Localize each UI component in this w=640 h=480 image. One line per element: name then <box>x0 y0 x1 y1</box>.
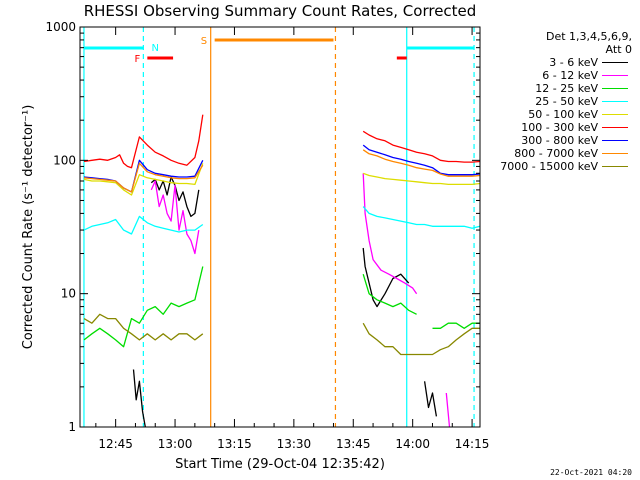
legend-item: 100 - 300 keV <box>470 121 632 134</box>
legend-header-attenuator: Att 0 <box>605 43 632 56</box>
state-bars <box>83 38 475 60</box>
series-6-12-kev-kev-segment-2 <box>362 173 418 295</box>
legend-item: 6 - 12 keV <box>470 69 632 82</box>
legend-item-label: 800 - 7000 keV <box>514 147 598 160</box>
chart-title: RHESSI Observing Summary Count Rates, Co… <box>83 2 477 20</box>
legend-item: 7000 - 15000 keV <box>470 160 632 173</box>
x-tick-label: 13:15 <box>217 437 252 451</box>
legend-item-swatch <box>602 153 628 154</box>
series-100-300-kev-kev-segment-1 <box>83 114 204 169</box>
series-7000-15000-kev-kev-segment-2 <box>362 322 480 356</box>
data-series <box>83 114 481 428</box>
y-tick-label: 100 <box>53 153 76 167</box>
generation-timestamp: 22-Oct-2021 04:20 <box>550 468 632 477</box>
legend-item: 800 - 7000 keV <box>470 147 632 160</box>
legend-item-label: 7000 - 15000 keV <box>500 160 598 173</box>
legend-item: 12 - 25 keV <box>470 82 632 95</box>
series-7000-15000-kev-kev-segment-1 <box>83 313 204 341</box>
y-tick-label: 10 <box>61 287 76 301</box>
annotation-n: N <box>152 43 159 54</box>
legend-item-swatch <box>602 62 628 63</box>
y-tick-label: 1000 <box>45 20 76 34</box>
legend-item-swatch <box>602 140 628 141</box>
axes: 12:45 13:00 13:15 13:30 13:45 14:00 14:15 1 10 10… <box>45 20 489 451</box>
plot-frame <box>79 26 481 428</box>
legend-item: 3 - 6 keV <box>470 56 632 69</box>
y-axis-label: Corrected Count Rate (s⁻¹ detector⁻¹) <box>21 105 36 350</box>
annotations: NF S <box>135 36 208 65</box>
series-100-300-kev-kev-segment-2 <box>362 130 481 163</box>
series-12-25-kev-kev-segment-2 <box>362 274 417 315</box>
legend-item-label: 25 - 50 keV <box>535 95 598 108</box>
legend-item-swatch <box>602 75 628 76</box>
series-800-7000-kev-kev-segment-2 <box>362 149 481 177</box>
legend-item-swatch <box>602 166 628 167</box>
legend-header-detectors: Det 1,3,4,5,6,9, <box>545 30 632 43</box>
series-25-50-kev-kev-segment-2 <box>362 206 481 229</box>
series-3-6-kev-kev-segment-3 <box>362 247 410 308</box>
legend-item: 50 - 100 keV <box>470 108 632 121</box>
series-50-100-kev-kev-segment-1 <box>83 163 204 196</box>
annotation-f: F <box>135 54 141 65</box>
x-tick-label: 14:00 <box>395 437 430 451</box>
series-25-50-kev-kev-segment-1 <box>83 215 204 235</box>
legend-item-swatch <box>602 127 628 128</box>
legend-item-label: 300 - 800 keV <box>521 134 598 147</box>
x-tick-label: 14:15 <box>455 437 490 451</box>
x-axis-label: Start Time (29-Oct-04 12:35:42) <box>175 457 385 472</box>
x-tick-label: 13:00 <box>158 437 193 451</box>
x-tick-label: 13:30 <box>277 437 312 451</box>
time-markers <box>83 27 475 427</box>
legend-item-label: 6 - 12 keV <box>542 69 598 82</box>
series-300-800-kev-kev-segment-2 <box>362 144 481 176</box>
series-12-25-kev-kev-segment-3 <box>432 322 480 329</box>
legend-item-label: 3 - 6 keV <box>549 56 598 69</box>
series-12-25-kev-kev-segment-1 <box>83 266 204 348</box>
series-6-12-kev-kev-segment-3 <box>445 392 451 428</box>
legend-item-label: 12 - 25 keV <box>535 82 598 95</box>
legend-item-label: 100 - 300 keV <box>521 121 598 134</box>
legend-item-swatch <box>602 88 628 89</box>
series-3-6-kev-kev-segment-4 <box>423 381 438 417</box>
legend-item-swatch <box>602 114 628 115</box>
series-800-7000-kev-kev-segment-1 <box>83 162 204 193</box>
legend-item: 25 - 50 keV <box>470 95 632 108</box>
legend-item: 300 - 800 keV <box>470 134 632 147</box>
legend-item-swatch <box>602 101 628 102</box>
series-6-12-kev-kev-segment-1 <box>150 180 200 255</box>
x-tick-label: 13:45 <box>336 437 371 451</box>
legend-item-label: 50 - 100 keV <box>528 108 598 121</box>
series-3-6-kev-kev-segment-1 <box>132 369 146 428</box>
series-50-100-kev-kev-segment-2 <box>362 172 481 186</box>
y-tick-label: 1 <box>68 420 76 434</box>
annotation-s: S <box>201 36 207 47</box>
x-tick-label: 12:45 <box>98 437 133 451</box>
series-300-800-kev-kev-segment-1 <box>83 159 204 193</box>
